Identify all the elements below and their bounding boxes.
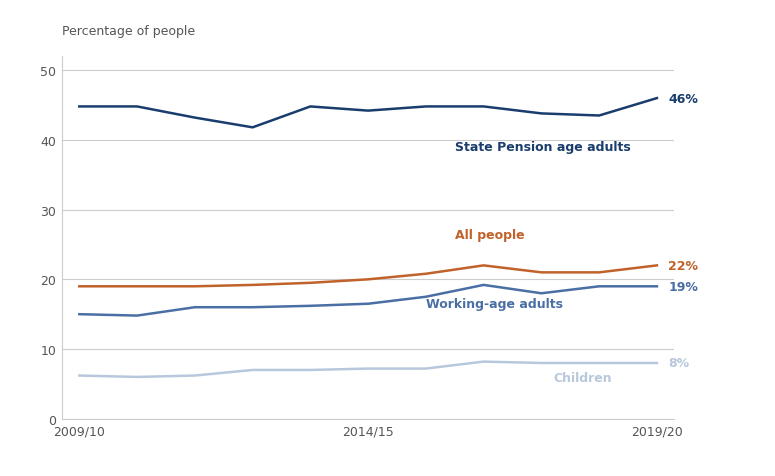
Text: State Pension age adults: State Pension age adults [455,140,631,154]
Text: Percentage of people: Percentage of people [62,25,195,38]
Text: All people: All people [455,228,525,241]
Text: Children: Children [553,372,611,385]
Text: 46%: 46% [669,92,698,105]
Text: Working-age adults: Working-age adults [426,297,563,310]
Text: 8%: 8% [669,357,690,370]
Text: 19%: 19% [669,280,698,293]
Text: 22%: 22% [669,259,698,272]
